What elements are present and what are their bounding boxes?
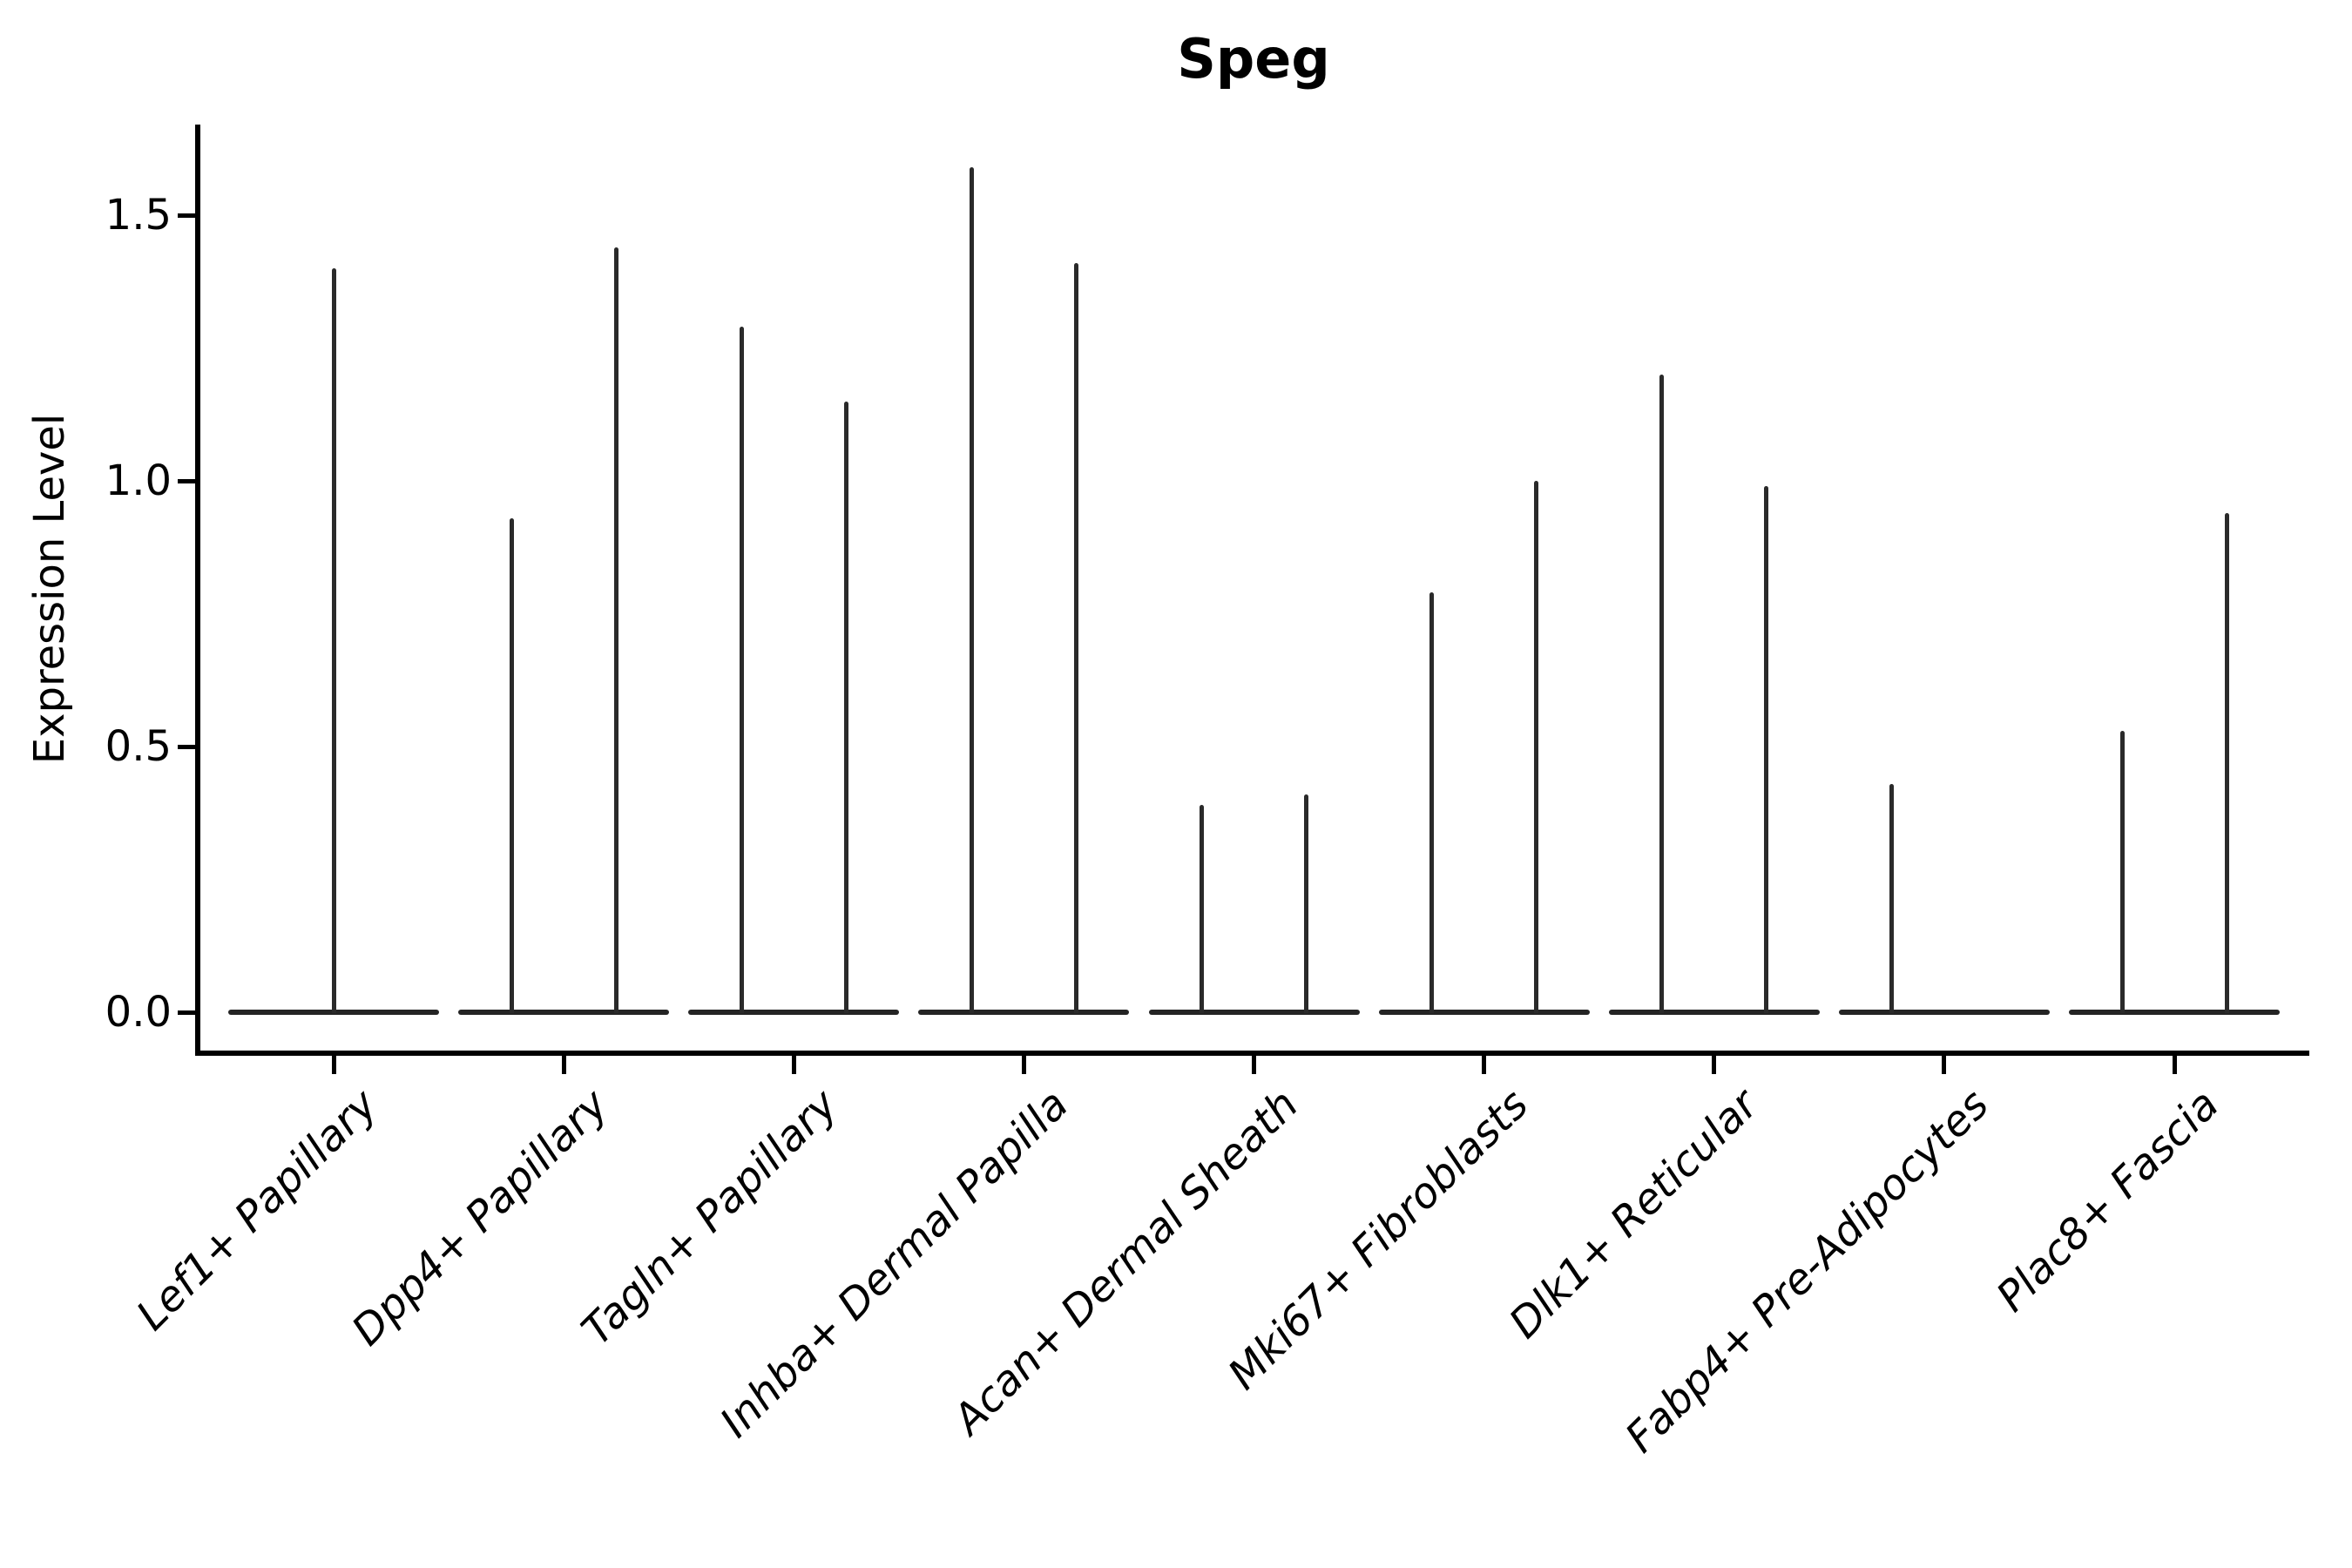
violin-base xyxy=(2069,1010,2280,1015)
violin-base xyxy=(688,1010,900,1015)
x-tick-label: Tagln+ Papillary xyxy=(572,1080,848,1355)
violin-spike xyxy=(1889,783,1895,1013)
violin-base xyxy=(1608,1010,1820,1015)
y-tick-mark xyxy=(178,744,195,749)
x-tick-label: Fabp4+ Pre-Adipocytes xyxy=(1615,1080,1998,1463)
violin-spike xyxy=(2224,512,2229,1013)
violin-spike xyxy=(739,327,744,1013)
violin-base xyxy=(1378,1010,1590,1015)
violin-base xyxy=(1148,1010,1360,1015)
y-tick-mark xyxy=(178,1010,195,1015)
y-tick-label: 0.5 xyxy=(105,722,172,771)
x-tick-label: Dlk1+ Reticular xyxy=(1500,1080,1768,1348)
violin-spike xyxy=(331,268,336,1013)
x-tick-label: Dpp4+ Papillary xyxy=(342,1080,618,1355)
violin-base xyxy=(458,1010,670,1015)
x-tick-mark xyxy=(331,1053,336,1074)
y-tick-label: 0.0 xyxy=(105,988,172,1037)
x-tick-mark xyxy=(1712,1053,1717,1074)
violin-spike xyxy=(1659,375,1665,1013)
y-tick-label: 1.5 xyxy=(105,191,172,240)
y-tick-mark xyxy=(178,213,195,218)
violin-spike xyxy=(843,401,848,1013)
plot-title: Speg xyxy=(1177,27,1330,91)
violin-base xyxy=(1838,1010,2050,1015)
violin-spike xyxy=(1764,486,1769,1013)
x-tick-label: Lef1+ Papillary xyxy=(127,1080,388,1341)
violin-spike xyxy=(509,517,514,1013)
x-tick-mark xyxy=(1482,1053,1487,1074)
x-tick-mark xyxy=(2172,1053,2177,1074)
violin-spike xyxy=(613,247,618,1013)
violin-spike xyxy=(1073,262,1078,1013)
violin-spike xyxy=(1429,592,1435,1013)
x-tick-label: Plac8+ Fascia xyxy=(1986,1080,2228,1321)
violin-spike xyxy=(969,167,974,1013)
x-tick-mark xyxy=(1252,1053,1256,1074)
x-tick-mark xyxy=(791,1053,796,1074)
x-tick-mark xyxy=(1021,1053,1026,1074)
violin-spike xyxy=(2119,730,2125,1013)
x-tick-mark xyxy=(561,1053,566,1074)
y-axis-line xyxy=(195,125,200,1056)
violin-spike xyxy=(1304,794,1308,1013)
violin-spike xyxy=(1200,805,1204,1013)
violin-base xyxy=(918,1010,1130,1015)
violin-spike xyxy=(1534,481,1539,1013)
y-tick-mark xyxy=(178,478,195,483)
x-tick-mark xyxy=(1942,1053,1947,1074)
y-tick-label: 1.0 xyxy=(105,456,172,505)
